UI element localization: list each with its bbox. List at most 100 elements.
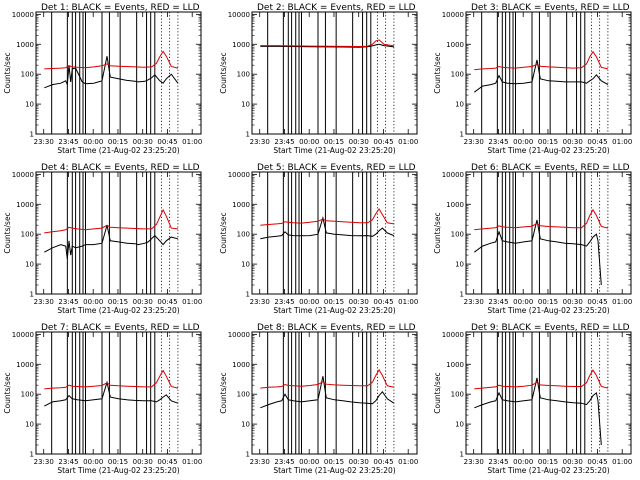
lld-series-line	[44, 208, 178, 234]
y-tick-label: 10000	[12, 171, 34, 179]
y-tick-label: 10000	[228, 171, 250, 179]
panel-title: Det 4: BLACK = Events, RED = LLD	[41, 163, 200, 173]
y-axis-label: Counts/sec	[433, 372, 442, 413]
lld-series-line	[260, 207, 394, 226]
y-tick-label: 1000	[16, 361, 34, 369]
x-tick-label: 23:30	[34, 298, 54, 306]
x-tick-label: 00:00	[513, 138, 533, 146]
x-tick-label: 00:45	[587, 138, 607, 146]
x-axis-label: Start Time (21-Aug-02 23:25:20)	[487, 466, 609, 475]
y-tick-label: 1000	[446, 41, 464, 49]
x-tick-label: 00:15	[108, 138, 128, 146]
lld-series-line	[474, 208, 609, 231]
y-tick-label: 1	[246, 291, 250, 299]
lld-series-line	[44, 369, 179, 390]
x-tick-label: 00:45	[587, 298, 607, 306]
plot-frame	[251, 331, 418, 455]
x-tick-label: 01:00	[398, 298, 418, 306]
x-axis-label: Start Time (21-Aug-02 23:25:20)	[273, 466, 395, 475]
x-tick-label: 00:30	[133, 298, 153, 306]
y-tick-label: 10	[455, 421, 464, 429]
y-tick-label: 100	[451, 71, 464, 79]
x-axis-label: Start Time (21-Aug-02 23:25:20)	[57, 306, 179, 315]
detector-panel-4: Det 4: BLACK = Events, RED = LLD 1 10 100 10…	[3, 163, 202, 315]
y-tick-label: 1000	[232, 361, 250, 369]
x-tick-label: 00:15	[324, 298, 344, 306]
y-tick-label: 10	[25, 421, 34, 429]
x-axis-label: Start Time (21-Aug-02 23:25:20)	[273, 146, 395, 155]
x-tick-label: 00:00	[83, 138, 103, 146]
x-tick-label: 00:30	[133, 138, 153, 146]
y-tick-label: 10	[25, 101, 34, 109]
y-tick-label: 1	[246, 451, 250, 459]
x-tick-label: 00:00	[83, 458, 103, 466]
lld-series-line	[474, 369, 609, 390]
x-tick-label: 00:30	[563, 298, 583, 306]
y-tick-label: 10	[241, 421, 250, 429]
plot-frame	[465, 11, 632, 135]
detector-panel-3: Det 3: BLACK = Events, RED = LLD 1 10 100 10…	[433, 3, 632, 155]
x-tick-label: 01:00	[182, 458, 202, 466]
plot-frame	[35, 171, 202, 295]
x-tick-label: 00:00	[299, 138, 319, 146]
x-tick-label: 00:45	[373, 298, 393, 306]
detector-panel-8: Det 8: BLACK = Events, RED = LLD 1 10 100 10…	[219, 323, 418, 475]
panel-title: Det 9: BLACK = Events, RED = LLD	[471, 323, 630, 333]
y-tick-label: 100	[237, 391, 250, 399]
y-tick-label: 10000	[442, 171, 464, 179]
plot-frame	[251, 171, 418, 295]
y-tick-label: 1	[246, 131, 250, 139]
x-tick-label: 00:15	[538, 458, 558, 466]
panel-title: Det 8: BLACK = Events, RED = LLD	[257, 323, 416, 333]
x-tick-label: 00:15	[538, 298, 558, 306]
events-series-line	[474, 219, 602, 286]
y-tick-label: 1	[460, 451, 464, 459]
y-tick-label: 1000	[232, 41, 250, 49]
x-tick-label: 00:15	[108, 458, 128, 466]
x-tick-label: 23:30	[464, 458, 484, 466]
x-tick-label: 00:45	[157, 298, 177, 306]
x-tick-label: 00:45	[373, 138, 393, 146]
y-tick-label: 1000	[16, 201, 34, 209]
y-tick-label: 1000	[232, 201, 250, 209]
panel-title: Det 2: BLACK = Events, RED = LLD	[257, 3, 416, 13]
x-tick-label: 23:45	[488, 298, 508, 306]
y-tick-label: 10000	[442, 11, 464, 19]
x-tick-label: 23:30	[34, 138, 54, 146]
y-tick-label: 100	[451, 231, 464, 239]
y-tick-label: 10	[455, 261, 464, 269]
detector-panel-2: Det 2: BLACK = Events, RED = LLD 1 10 100 10…	[219, 3, 418, 155]
panel-title: Det 7: BLACK = Events, RED = LLD	[41, 323, 200, 333]
x-tick-label: 00:00	[299, 458, 319, 466]
events-series-line	[260, 43, 394, 48]
x-tick-label: 00:45	[373, 458, 393, 466]
y-tick-label: 10000	[12, 331, 34, 339]
x-tick-label: 23:30	[464, 298, 484, 306]
events-series-line	[474, 59, 609, 93]
x-tick-label: 00:45	[157, 138, 177, 146]
y-tick-label: 10000	[228, 11, 250, 19]
y-tick-label: 10	[241, 261, 250, 269]
x-tick-label: 00:30	[349, 298, 369, 306]
plot-frame	[465, 171, 632, 295]
x-tick-label: 01:00	[182, 298, 202, 306]
y-tick-label: 10000	[442, 331, 464, 339]
x-tick-label: 23:30	[464, 138, 484, 146]
detector-panel-7: Det 7: BLACK = Events, RED = LLD 1 10 100 10…	[3, 323, 202, 475]
events-series-line	[260, 376, 395, 409]
y-tick-label: 1000	[16, 41, 34, 49]
x-tick-label: 00:30	[563, 138, 583, 146]
y-axis-label: Counts/sec	[3, 52, 12, 93]
events-series-line	[44, 380, 179, 407]
events-series-line	[474, 377, 602, 446]
x-tick-label: 01:00	[398, 458, 418, 466]
y-tick-label: 1	[30, 451, 34, 459]
y-tick-label: 10	[455, 101, 464, 109]
events-series-line	[260, 215, 395, 240]
y-tick-label: 10000	[12, 11, 34, 19]
x-tick-label: 01:00	[398, 138, 418, 146]
lld-series-line	[44, 50, 179, 70]
panel-title: Det 6: BLACK = Events, RED = LLD	[471, 163, 630, 173]
y-tick-label: 100	[21, 71, 34, 79]
